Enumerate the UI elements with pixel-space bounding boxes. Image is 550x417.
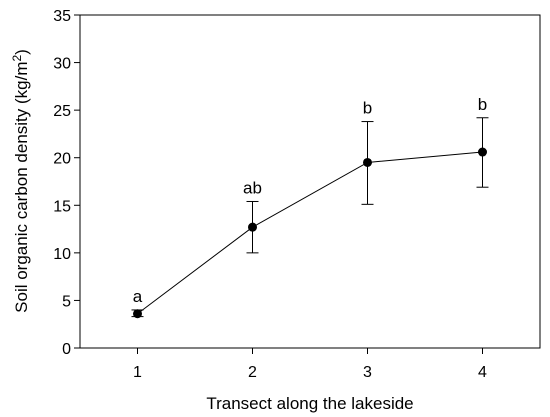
data-point xyxy=(248,222,257,232)
y-tick-label: 0 xyxy=(62,341,71,358)
y-tick-label: 25 xyxy=(53,103,71,120)
significance-label: ab xyxy=(243,178,262,197)
series: a ab b b xyxy=(131,95,489,319)
data-point xyxy=(133,309,142,319)
y-tick-label: 5 xyxy=(62,293,71,310)
y-axis-title-superscript: 2 xyxy=(10,55,24,62)
x-axis: 1 2 3 4 xyxy=(133,348,487,381)
plot-frame xyxy=(79,14,541,349)
x-tick-label: 1 xyxy=(133,364,142,381)
data-point xyxy=(478,147,487,157)
y-axis-title-main: Soil organic carbon density (kg/m xyxy=(12,62,31,313)
y-axis: 0 5 10 15 20 25 30 35 xyxy=(53,8,80,358)
y-tick-label: 20 xyxy=(53,151,71,168)
series-line xyxy=(137,151,483,315)
x-tick-label: 4 xyxy=(478,364,487,381)
data-point xyxy=(363,157,372,167)
significance-label: a xyxy=(133,287,143,306)
x-axis-title: Transect along the lakeside xyxy=(206,394,413,413)
y-tick-label: 15 xyxy=(53,198,71,215)
y-axis-title-close: ) xyxy=(12,49,31,55)
x-tick-label: 2 xyxy=(248,364,257,381)
significance-label: b xyxy=(478,95,487,114)
y-tick-label: 35 xyxy=(53,8,71,25)
y-tick-label: 10 xyxy=(53,246,71,263)
y-tick-label: 30 xyxy=(53,56,71,73)
significance-label: b xyxy=(363,99,372,118)
y-axis-title: Soil organic carbon density (kg/m2) xyxy=(10,49,31,313)
x-tick-label: 3 xyxy=(363,364,372,381)
